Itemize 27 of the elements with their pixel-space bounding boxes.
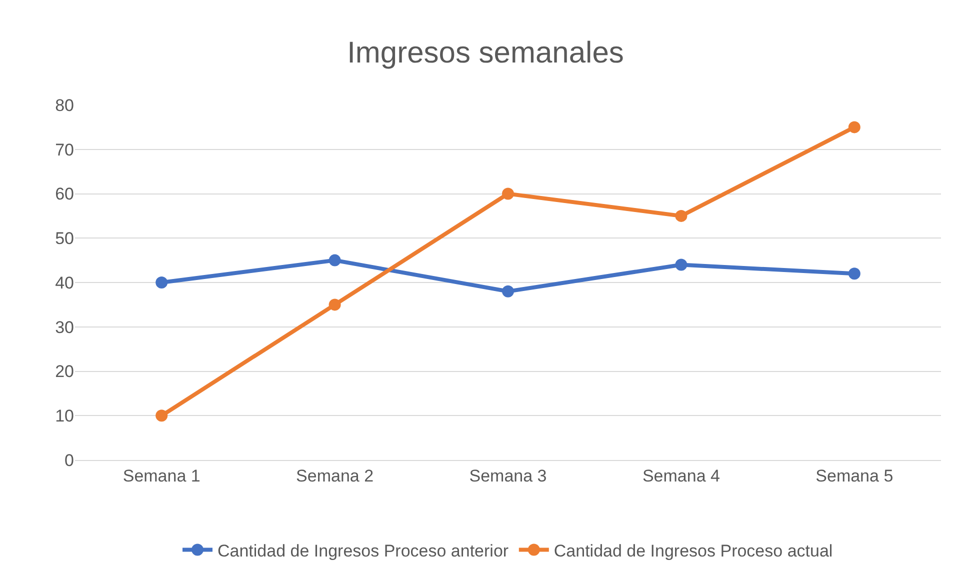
x-tick-label: Semana 3: [469, 466, 547, 486]
point: [675, 210, 688, 222]
x-tick-label: Semana 1: [122, 466, 200, 486]
y-tick-label: 60: [55, 184, 74, 204]
chart-title: Imgresos semanales: [347, 36, 624, 70]
x-tick-label: Semana 5: [816, 466, 894, 486]
y-tick-label: 30: [55, 318, 74, 337]
x-tick-label: Semana 2: [296, 466, 374, 486]
point: [848, 121, 860, 134]
y-tick-label: 0: [64, 450, 74, 470]
y-tick-label: 50: [55, 229, 74, 248]
legend-label: Cantidad de Ingresos Proceso anterior: [218, 541, 509, 560]
y-tick-label: 40: [55, 273, 74, 292]
x-tick-label: Semana 4: [642, 466, 720, 486]
y-tick-label: 80: [55, 96, 74, 115]
point: [502, 285, 514, 298]
point: [675, 258, 688, 271]
y-tick-label: 10: [55, 406, 74, 426]
y-tick-label: 70: [55, 140, 74, 160]
point: [156, 410, 168, 422]
point: [502, 188, 514, 200]
y-tick-label: 20: [55, 362, 74, 382]
point: [156, 276, 168, 288]
point: [328, 254, 341, 266]
point: [328, 298, 341, 311]
point: [848, 268, 860, 280]
legend-label: Cantidad de Ingresos Proceso actual: [554, 541, 833, 560]
